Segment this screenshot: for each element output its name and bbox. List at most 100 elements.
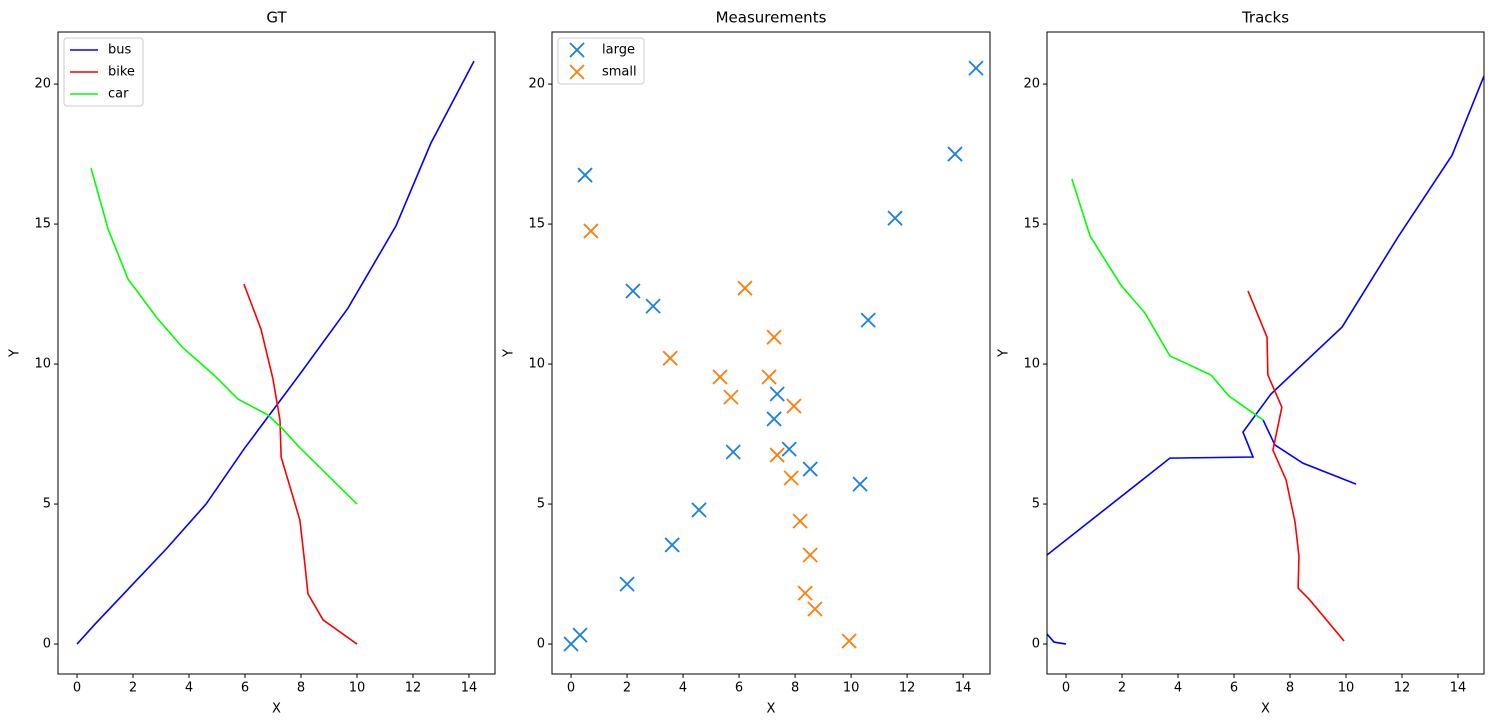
legend-label: large (602, 43, 635, 58)
marker (841, 633, 857, 649)
y-tick-label: 20 (34, 77, 51, 92)
legend-label: bike (108, 65, 135, 80)
x-tick-label: 12 (1394, 681, 1411, 696)
marker (725, 444, 741, 460)
marker (807, 601, 823, 617)
chart-title: Tracks (1241, 9, 1289, 27)
marker (563, 636, 579, 652)
legend (63, 37, 144, 107)
x-tick-label: 14 (1450, 681, 1467, 696)
x-tick-label: 10 (349, 681, 366, 696)
y-axis-label: Y (997, 349, 1012, 358)
y-axis-label: Y (502, 349, 517, 358)
x-tick-label: 4 (1174, 681, 1182, 696)
marker (947, 146, 963, 162)
marker (766, 329, 782, 345)
marker (577, 167, 593, 183)
x-tick-label: 2 (623, 681, 631, 696)
x-tick-label: 12 (405, 681, 422, 696)
line (76, 60, 475, 645)
line (1247, 290, 1345, 642)
marker (792, 513, 808, 529)
y-axis-label: Y (8, 349, 23, 358)
marker (761, 369, 777, 385)
line (90, 167, 358, 505)
marker (662, 350, 678, 366)
marker (645, 298, 661, 314)
marker (852, 476, 868, 492)
marker (769, 386, 785, 402)
x-tick-label: 2 (129, 681, 137, 696)
x-tick-label: 0 (1062, 681, 1070, 696)
legend-label: car (108, 87, 129, 102)
x-tick-label: 12 (899, 681, 916, 696)
x-tick-label: 0 (73, 681, 81, 696)
marker (968, 60, 984, 76)
x-tick-label: 8 (791, 681, 799, 696)
marker (783, 470, 799, 486)
x-axis-label: X (1261, 702, 1270, 717)
y-tick-label: 10 (1023, 357, 1040, 372)
marker (786, 398, 802, 414)
legend-label: small (602, 65, 637, 80)
y-tick-label: 15 (1023, 217, 1040, 232)
chart-title: GT (266, 9, 287, 27)
plot-area (1047, 75, 1484, 645)
y-tick-label: 15 (528, 217, 545, 232)
x-tick-label: 8 (297, 681, 305, 696)
y-tick-label: 5 (43, 497, 51, 512)
marker (583, 223, 599, 239)
marker (797, 585, 813, 601)
x-axis-label: X (272, 702, 281, 717)
y-tick-label: 20 (528, 77, 545, 92)
axes-frame (551, 31, 991, 675)
x-tick-label: 10 (1338, 681, 1355, 696)
marker (625, 283, 641, 299)
marker (712, 369, 728, 385)
chart-title: Measurements (716, 9, 827, 27)
x-tick-label: 4 (185, 681, 193, 696)
marker (802, 547, 818, 563)
y-tick-label: 5 (537, 497, 545, 512)
legend-label: bus (108, 43, 131, 58)
y-tick-label: 0 (1032, 637, 1040, 652)
x-tick-label: 14 (955, 681, 972, 696)
x-axis-label: X (767, 702, 776, 717)
y-tick-label: 10 (34, 357, 51, 372)
x-tick-label: 2 (1118, 681, 1126, 696)
marker (664, 537, 680, 553)
y-tick-label: 0 (537, 637, 545, 652)
line (1047, 633, 1067, 645)
x-tick-label: 6 (1230, 681, 1238, 696)
line (1071, 178, 1264, 421)
y-tick-label: 15 (34, 217, 51, 232)
y-tick-label: 0 (43, 637, 51, 652)
marker (887, 210, 903, 226)
axes-frame (1046, 31, 1485, 675)
x-tick-label: 0 (567, 681, 575, 696)
line (243, 283, 358, 645)
marker (737, 280, 753, 296)
legend (557, 37, 645, 85)
plot-area (76, 60, 475, 645)
x-tick-label: 8 (1286, 681, 1294, 696)
y-tick-label: 5 (1032, 497, 1040, 512)
marker (723, 389, 739, 405)
marker (766, 411, 782, 427)
x-tick-label: 6 (735, 681, 743, 696)
marker (769, 447, 785, 463)
x-tick-label: 14 (461, 681, 478, 696)
marker (691, 502, 707, 518)
y-tick-label: 10 (528, 357, 545, 372)
plot-area (563, 60, 984, 652)
marker (860, 312, 876, 328)
legend-marker (569, 42, 585, 58)
line (1047, 75, 1484, 556)
axes-frame (57, 31, 496, 675)
marker (619, 576, 635, 592)
x-tick-label: 6 (241, 681, 249, 696)
legend-marker (569, 64, 585, 80)
marker (781, 441, 797, 457)
x-tick-label: 10 (843, 681, 860, 696)
